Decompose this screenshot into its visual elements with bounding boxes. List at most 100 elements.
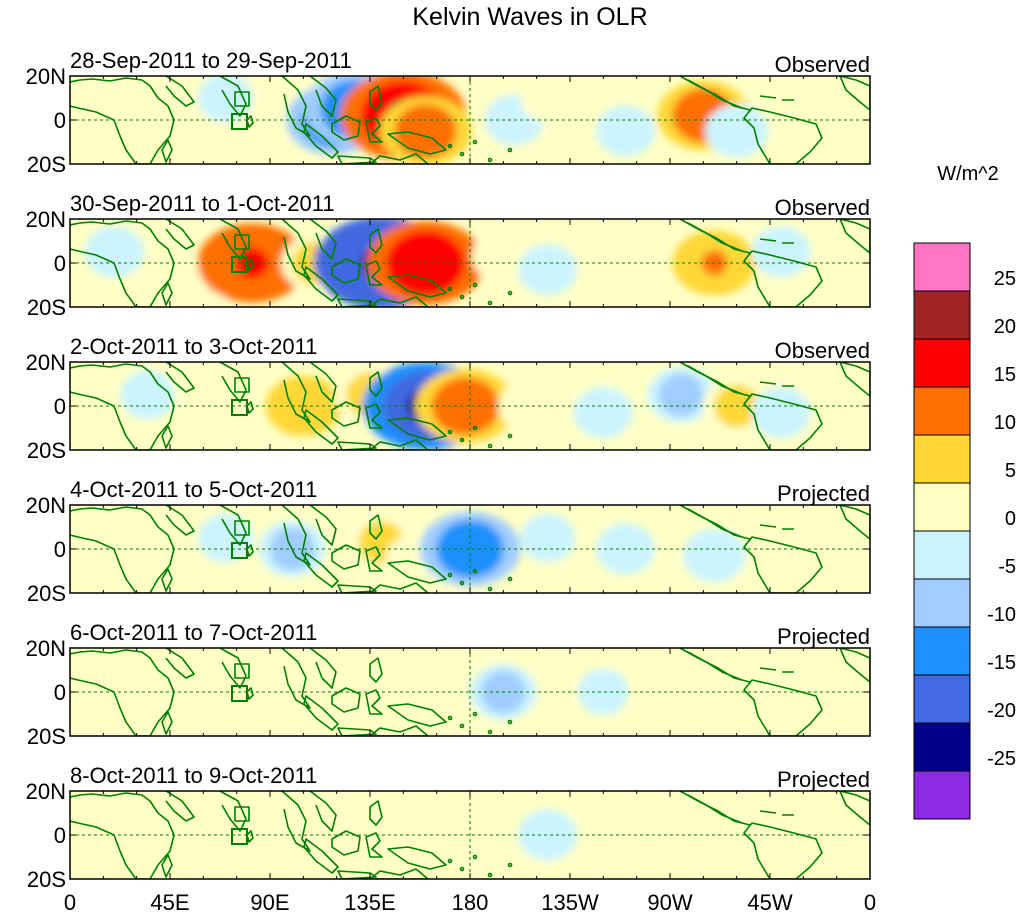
- colorbar-bin: [913, 770, 971, 820]
- region-box: [231, 542, 248, 559]
- anomaly-core: [605, 529, 646, 569]
- colorbar-label: 5: [1005, 460, 1016, 482]
- anomaly-core: [528, 250, 568, 290]
- region-box: [231, 113, 248, 130]
- anomaly-core: [528, 815, 568, 855]
- anomaly-core: [586, 674, 621, 710]
- lat-label: 0: [54, 251, 66, 276]
- colorbar-bin: [913, 674, 971, 724]
- colorbar-bin: [913, 242, 971, 292]
- map-panel: 28-Sep-2011 to 29-Sep-2011 Observed 20N 0 20…: [26, 48, 871, 177]
- lat-label: 20S: [27, 438, 66, 463]
- panel-stack: 28-Sep-2011 to 29-Sep-2011 Observed 20N 0 20…: [26, 48, 871, 892]
- colorbar: 25 20 15 10 5 0 -5 -10 -15 -20 -25: [913, 242, 1016, 820]
- anomaly-core: [761, 232, 801, 272]
- anomaly-core: [715, 110, 758, 152]
- lat-label: 20S: [27, 724, 66, 749]
- anomaly-peak: [450, 391, 481, 421]
- panel-status: Projected: [777, 624, 870, 649]
- anomaly-core: [194, 404, 235, 444]
- anomaly-core: [482, 235, 525, 277]
- anomaly-core: [693, 535, 736, 577]
- colorbar-bin: [913, 290, 971, 340]
- panel-status: Observed: [775, 195, 870, 220]
- colorbar-label: 25: [994, 268, 1016, 290]
- map-panel: 2-Oct-2011 to 3-Oct-2011 Observed 20N 0 20S: [26, 334, 871, 463]
- lat-label: 0: [54, 680, 66, 705]
- anomaly-core: [94, 232, 135, 272]
- panel-date-range: 8-Oct-2011 to 9-Oct-2011: [70, 763, 317, 788]
- colorbar-bin: [913, 386, 971, 436]
- anomaly-core: [172, 111, 212, 151]
- map-panel: 30-Sep-2011 to 1-Oct-2011 Observed 20N 0 20S: [26, 191, 871, 320]
- map-panel: 8-Oct-2011 to 9-Oct-2011 Projected 20N 0 20S: [26, 763, 871, 892]
- colorbar-bin: [913, 338, 971, 388]
- figure-title: Kelvin Waves in OLR: [412, 3, 647, 31]
- anomaly-core: [583, 393, 623, 433]
- lat-label: 20N: [26, 493, 66, 518]
- lon-label: 135E: [344, 890, 395, 915]
- lon-label: 135W: [541, 890, 599, 915]
- panel-date-range: 28-Sep-2011 to 29-Sep-2011: [70, 48, 352, 73]
- colorbar-label: 15: [994, 364, 1016, 386]
- lon-label: 90E: [250, 890, 289, 915]
- lon-label: 0: [864, 890, 876, 915]
- lon-label: 45W: [747, 890, 792, 915]
- lat-label: 20N: [26, 350, 66, 375]
- anomaly-core: [207, 79, 244, 117]
- panel-date-range: 30-Sep-2011 to 1-Oct-2011: [70, 191, 335, 216]
- colorbar-label: -5: [998, 556, 1016, 578]
- panel-status: Projected: [777, 481, 870, 506]
- anomaly-core: [529, 79, 566, 117]
- lat-label: 0: [54, 537, 66, 562]
- lat-label: 0: [54, 394, 66, 419]
- region-box: [231, 828, 248, 845]
- anomaly-core: [761, 393, 801, 433]
- lat-label: 20S: [27, 867, 66, 892]
- anomaly-core: [507, 387, 544, 425]
- lat-label: 20S: [27, 581, 66, 606]
- units-label: W/m^2: [937, 163, 999, 185]
- anomaly-core: [529, 519, 566, 557]
- colorbar-bin: [913, 626, 971, 676]
- panel-status: Projected: [777, 767, 870, 792]
- panel-date-range: 6-Oct-2011 to 7-Oct-2011: [70, 620, 317, 645]
- longitude-axis: 0 45E 90E 135E 180 135W 90W 45W 0: [64, 890, 876, 915]
- colorbar-label: 20: [994, 316, 1016, 338]
- anomaly-core: [658, 373, 704, 417]
- colorbar-label: -10: [987, 604, 1016, 626]
- lat-label: 20N: [26, 64, 66, 89]
- colorbar-label: -25: [987, 748, 1016, 770]
- panel-status: Observed: [775, 338, 870, 363]
- lon-label: 45E: [150, 890, 189, 915]
- anomaly-core: [605, 111, 646, 151]
- colorbar-label: 10: [994, 412, 1016, 434]
- lon-label: 180: [452, 890, 489, 915]
- anomaly-core: [129, 376, 166, 414]
- region-box: [231, 685, 248, 702]
- lat-label: 20N: [26, 636, 66, 661]
- colorbar-bin: [913, 434, 971, 484]
- lat-label: 0: [54, 823, 66, 848]
- map-panel: 4-Oct-2011 to 5-Oct-2011 Projected 20N 0 20S: [26, 477, 871, 606]
- colorbar-bin: [913, 722, 971, 772]
- lat-label: 20S: [27, 295, 66, 320]
- lon-label: 90W: [647, 890, 692, 915]
- lat-label: 0: [54, 108, 66, 133]
- anomaly-core: [805, 529, 846, 569]
- lon-label: 0: [64, 890, 76, 915]
- lat-label: 20N: [26, 207, 66, 232]
- colorbar-bin: [913, 578, 971, 628]
- anomaly-core: [675, 817, 710, 853]
- colorbar-bin: [913, 530, 971, 580]
- region-box: [231, 256, 248, 273]
- panel-status: Observed: [775, 52, 870, 77]
- lat-label: 20S: [27, 152, 66, 177]
- colorbar-label: -20: [987, 700, 1016, 722]
- panel-date-range: 2-Oct-2011 to 3-Oct-2011: [70, 334, 317, 359]
- lat-label: 20N: [26, 779, 66, 804]
- colorbar-bin: [913, 482, 971, 532]
- map-panel: 6-Oct-2011 to 7-Oct-2011 Projected 20N 0 20S: [26, 620, 871, 749]
- anomaly-core: [583, 232, 623, 272]
